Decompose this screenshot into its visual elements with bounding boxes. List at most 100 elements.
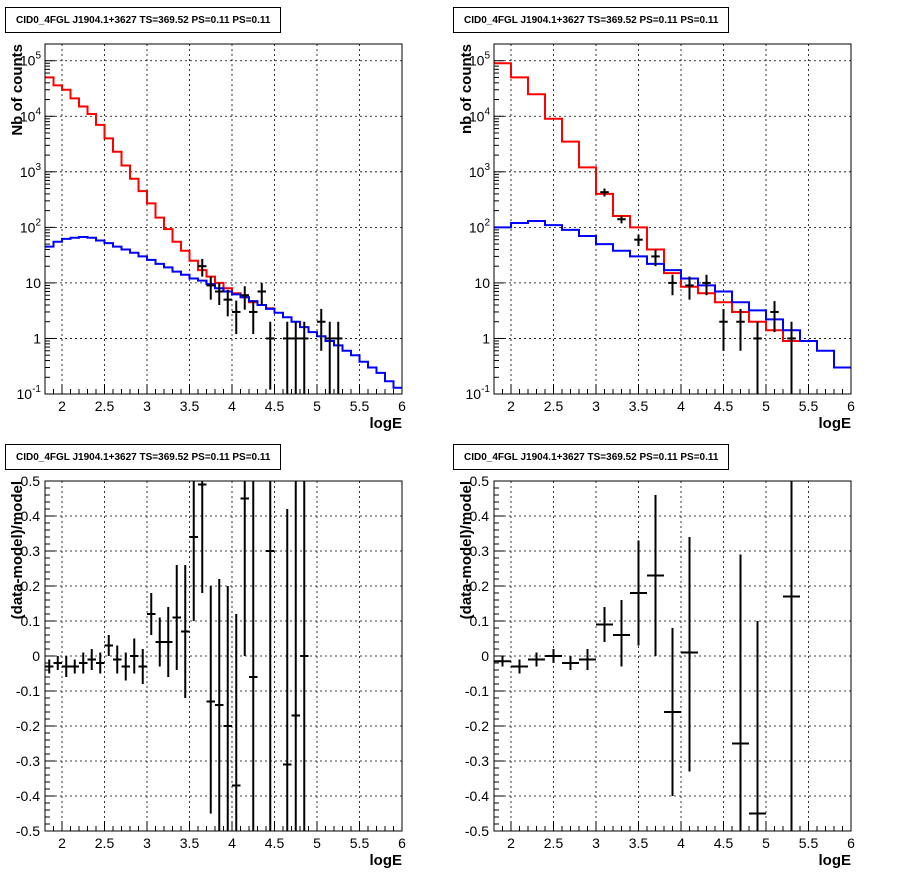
x-tick-label: 3.5 <box>180 835 200 851</box>
data-point <box>181 565 190 698</box>
y-tick-label: 0.2 <box>21 578 41 594</box>
y-tick-label: 0.2 <box>470 578 490 594</box>
x-tick-label: 2.5 <box>544 398 564 414</box>
y-axis-label: (data-model)/model <box>458 481 475 619</box>
data-point <box>232 300 241 335</box>
x-tick-label: 4.5 <box>265 398 285 414</box>
x-tick-label: 3 <box>143 835 151 851</box>
x-tick-label: 6 <box>398 835 406 851</box>
ticks <box>44 480 403 832</box>
y-tick-label: 10-1 <box>17 384 42 402</box>
counts-right-plot: 2 2.5 3 3.5 4 4.5 5 5.5 6 10-1 1 10 102 103 104 105 logE… <box>458 43 855 432</box>
data-point <box>164 607 173 677</box>
data-point <box>647 495 664 656</box>
ticks <box>493 43 852 395</box>
x-tick-label: 5.5 <box>350 835 370 851</box>
y-tick-label: 1 <box>482 330 490 346</box>
x-tick-label: 4 <box>228 398 236 414</box>
y-tick-label: 105 <box>20 51 42 69</box>
x-tick-label: 5.5 <box>799 835 819 851</box>
data-point <box>283 321 292 394</box>
x-tick-label: 2 <box>58 398 66 414</box>
data-point <box>562 656 579 670</box>
total-model-line <box>494 62 800 342</box>
plot-frame <box>44 480 403 832</box>
data-point <box>130 638 139 674</box>
x-tick-label: 3 <box>592 398 600 414</box>
residuals-left-plot: 2 2.5 3 3.5 4 4.5 5 5.5 6 -0.5 -0.4 -0.3 -0.2 -0.1 0 0.… <box>9 473 406 869</box>
data-point <box>579 649 596 670</box>
plot-title: CID0_4FGL J1904.1+3627 TS=369.52 PS=0.11… <box>453 444 730 470</box>
plot-title: CID0_4FGL J1904.1+3627 TS=369.52 PS=0.11… <box>453 7 730 33</box>
grid <box>45 481 402 831</box>
ticks <box>493 480 852 832</box>
data-point <box>702 274 711 296</box>
y-tick-label: 10 <box>25 275 41 291</box>
y-tick-label: 1 <box>33 330 41 346</box>
data-point <box>494 656 511 667</box>
data-point <box>79 652 88 674</box>
data-point <box>215 282 224 306</box>
data-point <box>283 509 292 831</box>
data-point <box>215 579 224 831</box>
x-tick-label: 6 <box>847 835 855 851</box>
data-point <box>240 286 249 310</box>
data-point <box>664 628 681 796</box>
y-tick-label: 0.4 <box>470 508 490 524</box>
y-tick-label: -0.3 <box>465 753 489 769</box>
residuals-left-pad: 2 2.5 3 3.5 4 4.5 5 5.5 6 -0.5 -0.4 -0.3 -0.2 -0.1 0 0.… <box>0 437 449 874</box>
data-point <box>511 659 528 674</box>
data-point <box>613 600 630 667</box>
data-point <box>630 540 647 646</box>
y-tick-label: 102 <box>469 217 491 235</box>
x-tick-label: 3 <box>592 835 600 851</box>
y-tick-label: -0.1 <box>465 683 489 699</box>
x-tick-label: 6 <box>398 398 406 414</box>
ticks <box>44 43 403 395</box>
x-tick-label: 2.5 <box>544 835 564 851</box>
plot-frame <box>44 43 403 395</box>
y-tick-label: 0.1 <box>21 613 41 629</box>
x-tick-label: 6 <box>847 398 855 414</box>
y-tick-label: 0.3 <box>21 543 41 559</box>
y-tick-label: 0 <box>32 648 40 664</box>
data-point <box>113 645 122 674</box>
x-tick-label: 4 <box>677 835 685 851</box>
y-tick-label: -0.2 <box>16 718 40 734</box>
data-point <box>334 321 343 394</box>
y-tick-label: 0.4 <box>21 508 41 524</box>
data-point <box>668 274 677 296</box>
counts-right-pad: 2 2.5 3 3.5 4 4.5 5 5.5 6 10-1 1 10 102 103 104 105 logE… <box>449 0 898 437</box>
data-point <box>223 289 232 317</box>
plot-title: CID0_4FGL J1904.1+3627 TS=369.52 PS=0.11… <box>5 444 282 470</box>
x-tick-label: 2 <box>507 835 515 851</box>
x-tick-label: 4.5 <box>714 835 734 851</box>
y-tick-label: 10 <box>474 275 490 291</box>
data-point <box>155 617 164 667</box>
y-axis-label: (data-model)/model <box>9 481 26 619</box>
data-point <box>749 621 766 831</box>
data-point <box>787 321 796 394</box>
x-tick-label: 2 <box>58 835 66 851</box>
y-tick-label: 10-1 <box>466 384 491 402</box>
y-tick-label: -0.4 <box>465 788 489 804</box>
data-point <box>249 300 258 335</box>
data-point <box>596 607 613 642</box>
x-tick-label: 2.5 <box>95 835 115 851</box>
x-tick-label: 5.5 <box>799 398 819 414</box>
data-point <box>96 652 105 674</box>
data-point <box>617 215 626 224</box>
source-model-line <box>494 220 851 369</box>
y-tick-label: 104 <box>469 106 491 124</box>
data-point <box>300 321 309 394</box>
x-tick-label: 4 <box>228 835 236 851</box>
data-point <box>104 635 113 656</box>
data-point <box>198 258 207 277</box>
data-point <box>223 586 232 831</box>
total-model-line <box>45 76 275 310</box>
x-axis-label: logE <box>370 852 403 869</box>
data-point <box>600 188 609 197</box>
plot-frame <box>493 480 852 832</box>
data-point <box>232 614 241 831</box>
data-point <box>266 481 275 831</box>
